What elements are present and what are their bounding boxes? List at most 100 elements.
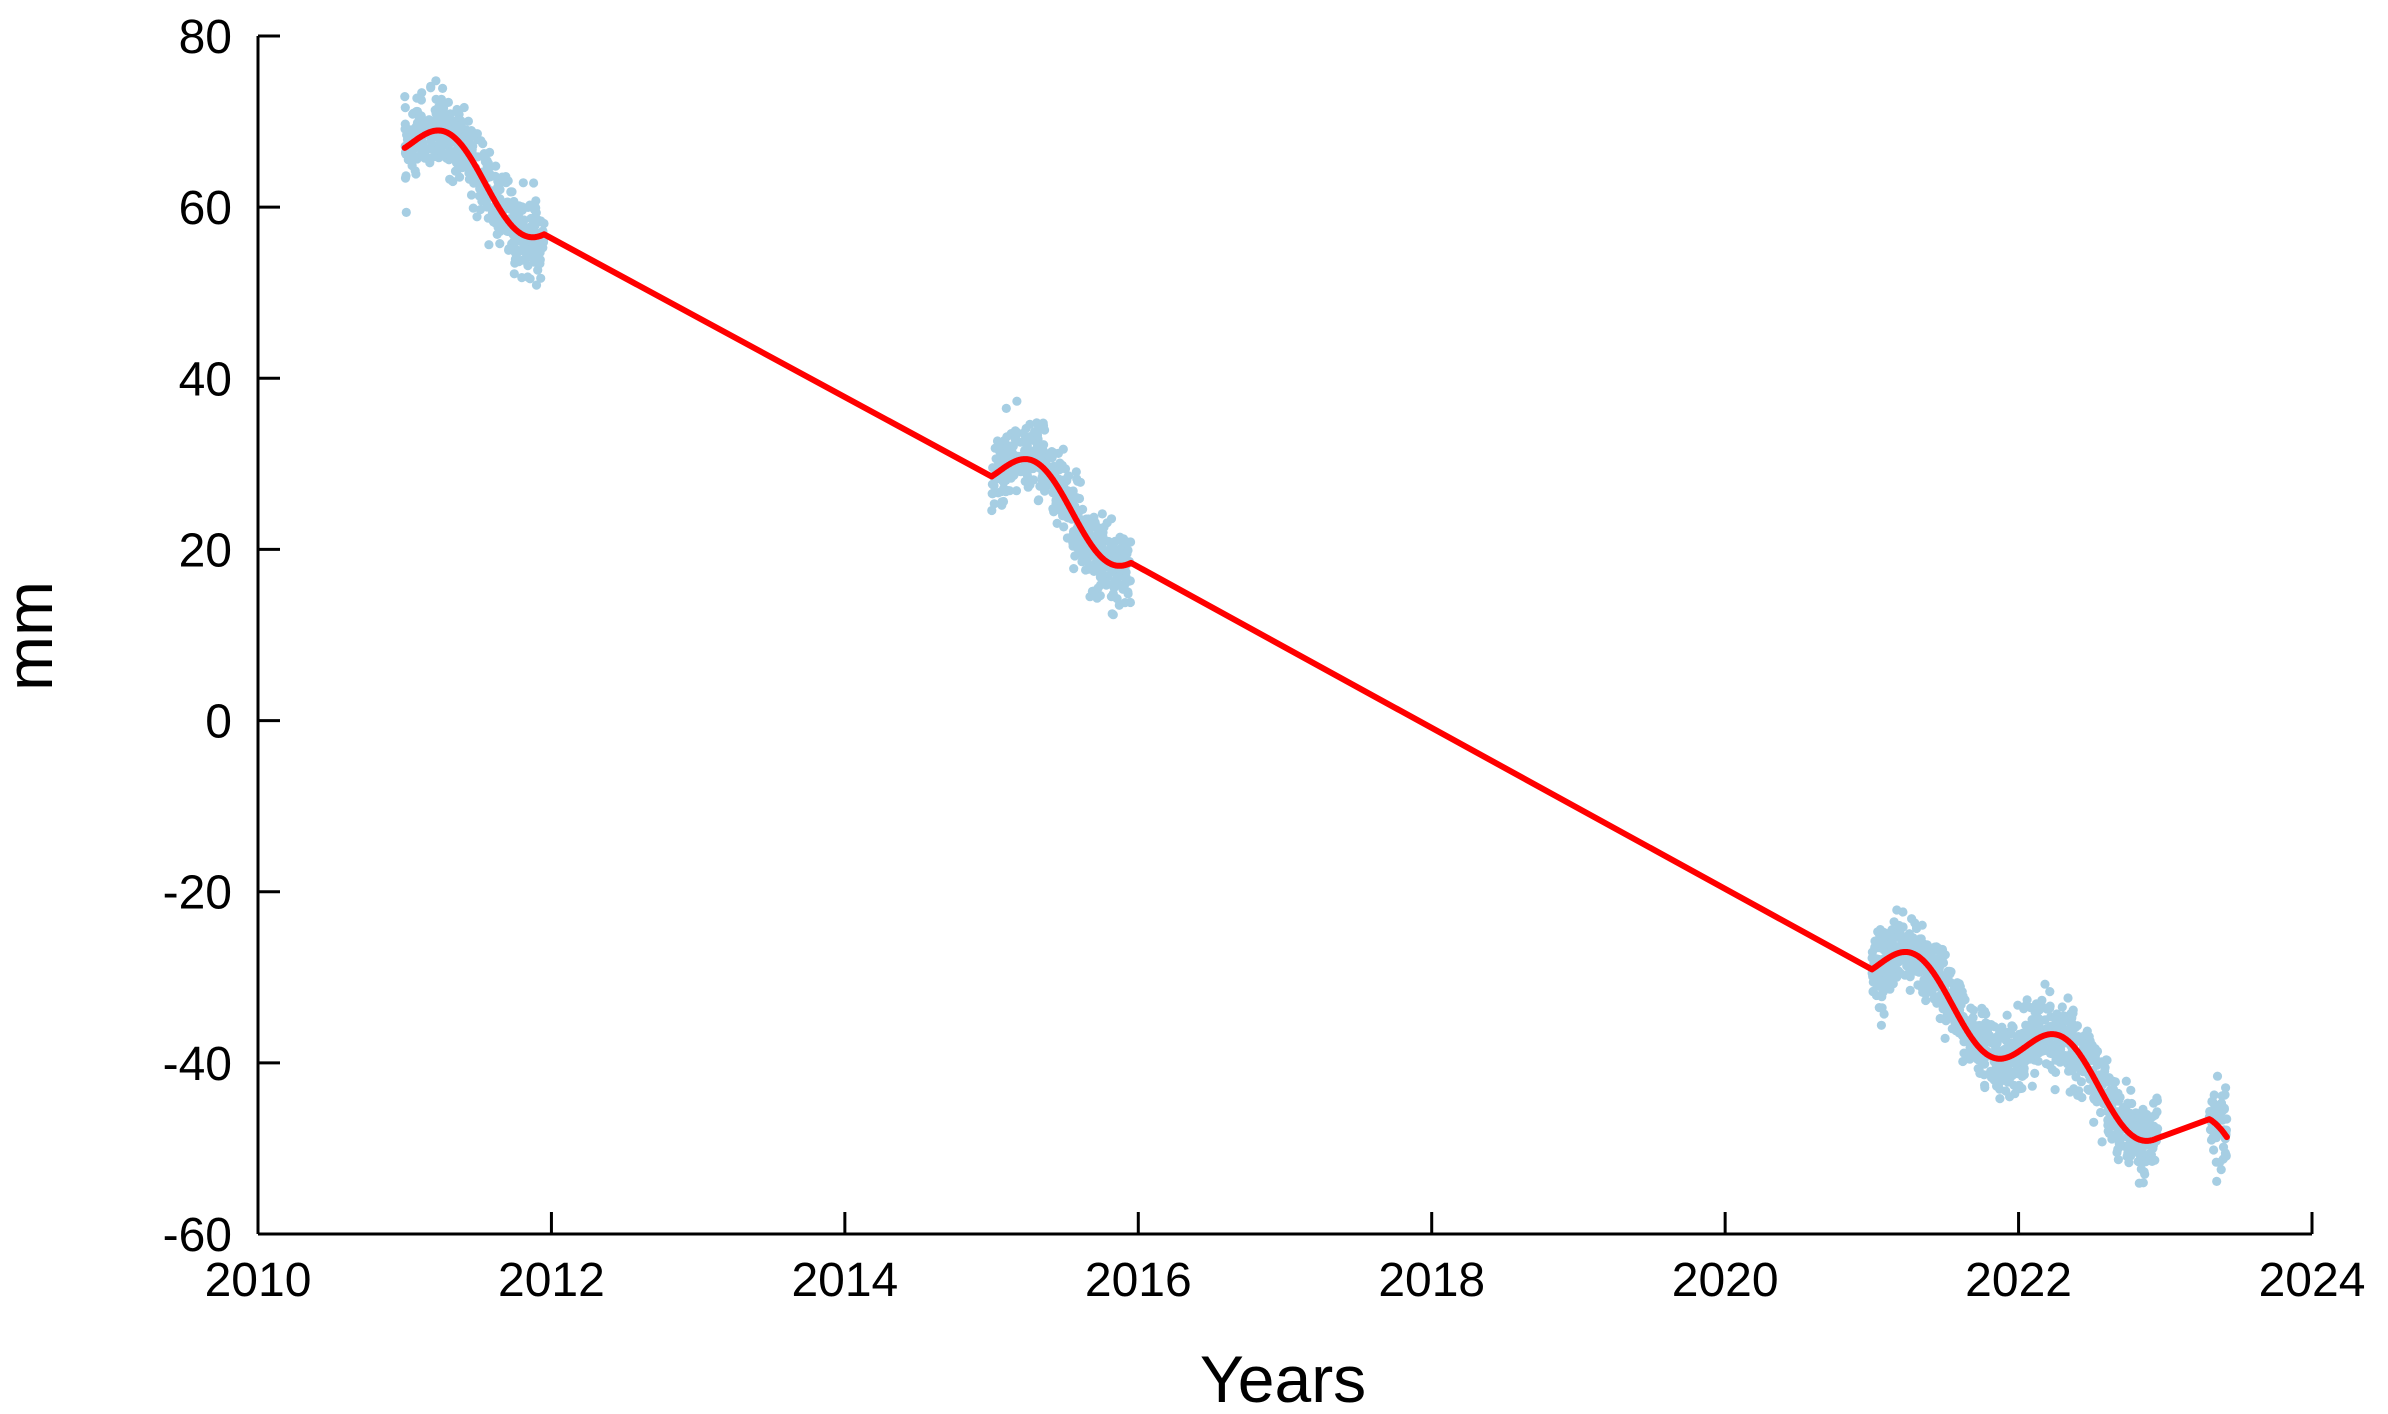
data-point — [1111, 552, 1122, 562]
data-point — [1099, 522, 1109, 532]
data-point — [468, 203, 478, 213]
data-point — [2045, 987, 2055, 997]
y-axis-title: mm — [0, 581, 66, 691]
data-point — [2038, 1045, 2048, 1055]
data-point — [2209, 1145, 2219, 1155]
data-point — [426, 144, 436, 154]
data-point — [1875, 925, 1885, 935]
data-point — [989, 481, 999, 491]
data-point — [995, 446, 1005, 456]
data-point — [1109, 578, 1119, 588]
data-point — [1116, 580, 1126, 590]
data-point — [1025, 419, 1035, 429]
data-point — [1868, 986, 1878, 996]
data-point — [1974, 1065, 1984, 1075]
data-point — [1885, 971, 1895, 981]
data-point — [445, 174, 455, 184]
x-tick-label: 2018 — [1378, 1254, 1485, 1307]
data-point — [1040, 486, 1050, 496]
data-point — [1076, 545, 1086, 556]
data-point — [518, 178, 528, 188]
data-point — [2216, 1165, 2226, 1175]
data-point — [2121, 1076, 2131, 1086]
data-point — [1119, 550, 1129, 561]
data-point — [1075, 536, 1085, 546]
data-point — [1951, 988, 1961, 998]
data-point — [1106, 592, 1116, 602]
data-point — [1958, 1056, 1968, 1067]
data-point — [2069, 1084, 2079, 1094]
y-tick-label: 60 — [179, 182, 232, 235]
data-point — [531, 203, 541, 213]
data-point — [2017, 1083, 2027, 1093]
data-point — [1012, 396, 1022, 406]
data-point — [2221, 1083, 2231, 1093]
data-point — [536, 273, 546, 283]
data-point — [1078, 504, 1088, 514]
data-point — [1059, 508, 1069, 518]
data-point — [2057, 1002, 2067, 1012]
data-point — [2073, 1062, 2083, 1072]
data-point — [452, 104, 462, 115]
data-point — [488, 215, 498, 225]
data-point — [415, 110, 425, 120]
y-tick-label: 80 — [179, 11, 232, 64]
data-point — [1980, 1080, 1990, 1090]
data-point — [1876, 1020, 1886, 1030]
data-point — [2126, 1137, 2136, 1147]
data-point — [1095, 591, 1105, 601]
data-point — [1115, 534, 1125, 545]
data-point — [2150, 1110, 2160, 1120]
data-point — [523, 261, 533, 271]
data-point — [1001, 403, 1011, 413]
data-point — [411, 169, 421, 179]
data-point — [511, 245, 521, 255]
data-point — [2083, 1046, 2093, 1056]
data-point — [1934, 964, 1944, 974]
data-point — [464, 168, 474, 178]
data-point — [529, 178, 539, 188]
data-point — [2002, 1067, 2012, 1077]
data-point — [472, 212, 482, 222]
data-point — [1968, 1005, 1979, 1015]
data-point — [1053, 448, 1063, 458]
data-point — [479, 152, 489, 162]
data-point — [400, 103, 410, 113]
data-point — [2212, 1071, 2223, 1081]
data-point — [1048, 504, 1058, 514]
data-point — [2063, 993, 2073, 1003]
data-point — [515, 220, 525, 230]
data-point — [2133, 1156, 2143, 1167]
data-point — [497, 172, 507, 182]
data-point — [2040, 979, 2050, 989]
data-point — [2012, 1069, 2023, 1079]
data-point — [1941, 1016, 1951, 1026]
data-point — [1028, 463, 1038, 474]
data-point — [2082, 1026, 2092, 1036]
data-point — [2100, 1063, 2110, 1073]
data-point — [510, 258, 520, 268]
data-point — [1945, 966, 1955, 977]
data-point — [1921, 995, 1931, 1006]
data-point — [1885, 929, 1895, 939]
data-point — [2220, 1090, 2230, 1100]
data-point — [434, 102, 444, 112]
data-point — [1918, 987, 1928, 998]
data-point — [2134, 1178, 2144, 1188]
data-point — [2037, 1002, 2047, 1012]
data-point — [1115, 543, 1126, 554]
data-point — [2030, 1053, 2040, 1063]
data-point — [532, 246, 542, 256]
data-point — [2001, 1086, 2011, 1096]
data-point — [476, 136, 486, 146]
data-point — [2205, 1125, 2216, 1135]
data-point — [2218, 1142, 2229, 1152]
data-point — [436, 94, 446, 104]
data-point — [510, 233, 521, 243]
data-point — [996, 486, 1007, 497]
data-point — [2092, 1097, 2102, 1107]
data-point — [1012, 463, 1022, 474]
y-tick-label: -20 — [163, 867, 232, 920]
data-point — [2103, 1076, 2113, 1087]
data-point — [1107, 609, 1117, 619]
